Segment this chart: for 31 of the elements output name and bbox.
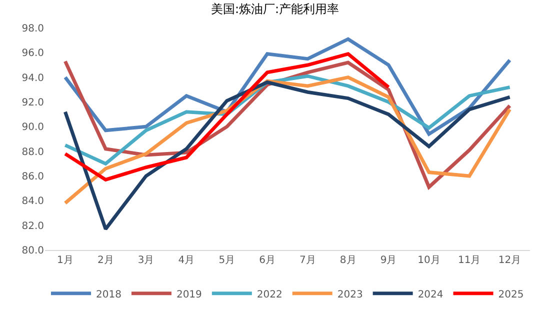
x-tick-label: 5月 <box>218 255 236 266</box>
y-tick-label: 96.0 <box>22 48 44 60</box>
y-tick-label: 90.0 <box>22 122 44 134</box>
y-tick-label: 86.0 <box>22 172 44 182</box>
line-series <box>63 52 390 182</box>
legend-label: 2019 <box>176 289 202 300</box>
y-tick-label: 82.0 <box>22 220 44 232</box>
x-tick-label: 9月 <box>380 255 397 266</box>
x-tick-label: 8月 <box>340 255 356 266</box>
x-tick-label: 3月 <box>138 255 154 266</box>
x-tick-label: 12月 <box>498 255 522 266</box>
y-tick-label: 88.0 <box>22 146 44 158</box>
line-series <box>63 80 512 231</box>
y-tick-label: 92.0 <box>22 98 44 108</box>
y-tick-label: 84.0 <box>22 196 44 208</box>
x-tick-label: 11月 <box>458 255 481 266</box>
x-tick-label: 2月 <box>97 255 114 266</box>
x-tick-label: 7月 <box>300 255 316 266</box>
y-tick-label: 80.0 <box>22 246 44 256</box>
x-tick-label: 10月 <box>418 255 440 266</box>
y-tick-label: 98.0 <box>22 24 44 34</box>
x-tick-label: 1月 <box>57 255 74 266</box>
legend-label: 2025 <box>498 289 524 300</box>
x-tick-label: 6月 <box>259 255 276 266</box>
legend-label: 2018 <box>96 289 122 300</box>
legend-label: 2022 <box>256 289 282 300</box>
y-tick-label: 94.0 <box>22 72 44 84</box>
legend-label: 2024 <box>418 289 444 300</box>
chart-title: 美国:炼油厂:产能利用率 <box>210 2 340 16</box>
x-tick-label: 4月 <box>178 255 195 266</box>
legend-label: 2023 <box>337 289 363 300</box>
